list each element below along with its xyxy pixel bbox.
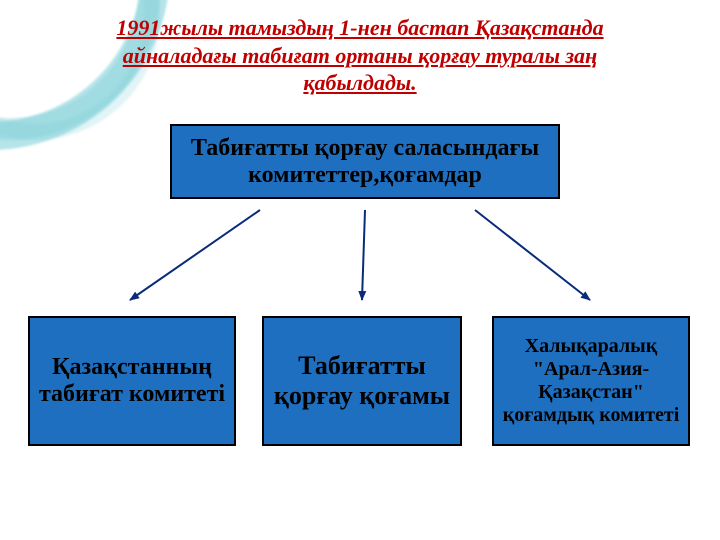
root-box: Табиғатты қорғау саласындағы комитеттер,…: [170, 124, 560, 199]
child-box-2: Табиғатты қорғау қоғамы: [262, 316, 462, 446]
child-box-1: Қазақстанның табиғат комитеті: [28, 316, 236, 446]
slide-title: 1991жылы тамыздың 1-нен бастап Қазақстан…: [70, 14, 650, 97]
child-box-3: Халықаралық "Арал-Азия-Қазақстан" қоғамд…: [492, 316, 690, 446]
